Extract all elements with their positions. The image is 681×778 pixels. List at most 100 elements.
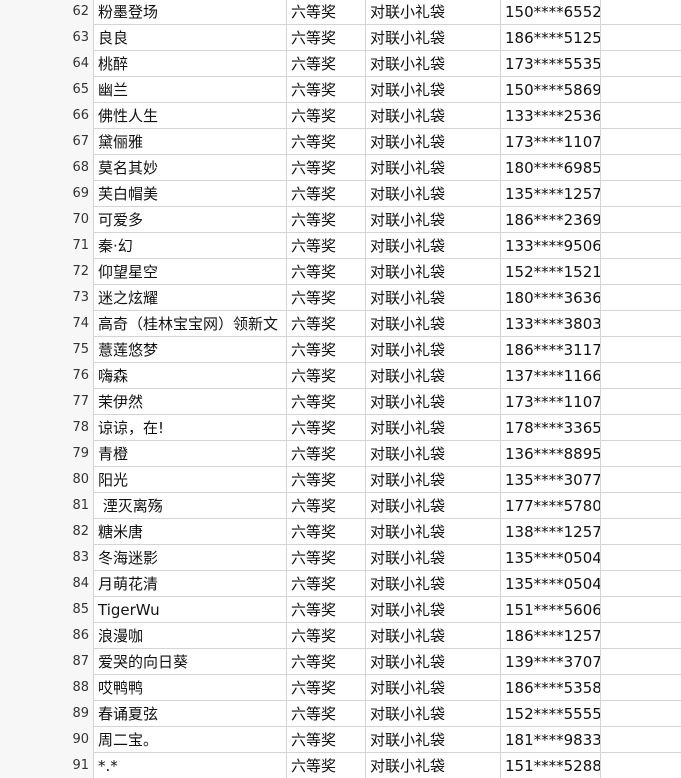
prize-level[interactable]: 六等奖	[287, 285, 366, 311]
winner-name[interactable]: 冬海迷影	[94, 545, 287, 571]
prize-item[interactable]: 对联小礼袋	[366, 675, 501, 701]
prize-level[interactable]: 六等奖	[287, 467, 366, 493]
prize-level[interactable]: 六等奖	[287, 597, 366, 623]
winner-name[interactable]: 高奇（桂林宝宝网）领新文	[94, 311, 287, 337]
empty-cell[interactable]	[601, 311, 681, 337]
winner-name[interactable]: 幽兰	[94, 77, 287, 103]
winner-name[interactable]: 浪漫咖	[94, 623, 287, 649]
empty-cell[interactable]	[601, 0, 681, 25]
prize-level[interactable]: 六等奖	[287, 77, 366, 103]
empty-cell[interactable]	[601, 181, 681, 207]
prize-level[interactable]: 六等奖	[287, 389, 366, 415]
winner-name[interactable]: 周二宝。	[94, 727, 287, 753]
prize-level[interactable]: 六等奖	[287, 649, 366, 675]
prize-item[interactable]: 对联小礼袋	[366, 493, 501, 519]
phone-number[interactable]: 181****9833	[501, 727, 601, 753]
row-number[interactable]: 91	[0, 753, 94, 778]
phone-number[interactable]: 173****1107	[501, 129, 601, 155]
prize-item[interactable]: 对联小礼袋	[366, 519, 501, 545]
phone-number[interactable]: 152****5555	[501, 701, 601, 727]
winner-name[interactable]: 哎鸭鸭	[94, 675, 287, 701]
winner-name[interactable]: 仰望星空	[94, 259, 287, 285]
empty-cell[interactable]	[601, 363, 681, 389]
prize-item[interactable]: 对联小礼袋	[366, 51, 501, 77]
prize-item[interactable]: 对联小礼袋	[366, 259, 501, 285]
winner-name[interactable]: 青橙	[94, 441, 287, 467]
phone-number[interactable]: 136****8895	[501, 441, 601, 467]
row-number[interactable]: 82	[0, 519, 94, 545]
winner-name[interactable]: 爱哭的向日葵	[94, 649, 287, 675]
row-number[interactable]: 72	[0, 259, 94, 285]
row-number[interactable]: 77	[0, 389, 94, 415]
row-number[interactable]: 86	[0, 623, 94, 649]
row-number[interactable]: 83	[0, 545, 94, 571]
row-number[interactable]: 67	[0, 129, 94, 155]
phone-number[interactable]: 133****3803	[501, 311, 601, 337]
empty-cell[interactable]	[601, 623, 681, 649]
winner-name[interactable]: 谅谅，在!	[94, 415, 287, 441]
empty-cell[interactable]	[601, 259, 681, 285]
prize-level[interactable]: 六等奖	[287, 519, 366, 545]
prize-item[interactable]: 对联小礼袋	[366, 727, 501, 753]
winner-name[interactable]: 芙白帽美	[94, 181, 287, 207]
winner-name[interactable]: 月萌花清	[94, 571, 287, 597]
phone-number[interactable]: 151****5288	[501, 753, 601, 778]
empty-cell[interactable]	[601, 337, 681, 363]
prize-level[interactable]: 六等奖	[287, 493, 366, 519]
winner-name[interactable]: 春诵夏弦	[94, 701, 287, 727]
phone-number[interactable]: 186****5125	[501, 25, 601, 51]
winner-name[interactable]: 莫名其妙	[94, 155, 287, 181]
empty-cell[interactable]	[601, 207, 681, 233]
phone-number[interactable]: 150****6552	[501, 0, 601, 25]
winner-name[interactable]: 佛性人生	[94, 103, 287, 129]
phone-number[interactable]: 180****3636	[501, 285, 601, 311]
row-number[interactable]: 75	[0, 337, 94, 363]
prize-level[interactable]: 六等奖	[287, 181, 366, 207]
empty-cell[interactable]	[601, 155, 681, 181]
prize-level[interactable]: 六等奖	[287, 337, 366, 363]
winner-name[interactable]: 糖米唐	[94, 519, 287, 545]
empty-cell[interactable]	[601, 389, 681, 415]
prize-level[interactable]: 六等奖	[287, 441, 366, 467]
prize-level[interactable]: 六等奖	[287, 129, 366, 155]
prize-level[interactable]: 六等奖	[287, 571, 366, 597]
row-number[interactable]: 84	[0, 571, 94, 597]
prize-item[interactable]: 对联小礼袋	[366, 103, 501, 129]
row-number[interactable]: 74	[0, 311, 94, 337]
prize-item[interactable]: 对联小礼袋	[366, 363, 501, 389]
row-number[interactable]: 87	[0, 649, 94, 675]
phone-number[interactable]: 152****1521	[501, 259, 601, 285]
winner-name[interactable]: 秦·幻	[94, 233, 287, 259]
empty-cell[interactable]	[601, 675, 681, 701]
winner-name[interactable]: 茉伊然	[94, 389, 287, 415]
prize-item[interactable]: 对联小礼袋	[366, 77, 501, 103]
prize-item[interactable]: 对联小礼袋	[366, 155, 501, 181]
prize-level[interactable]: 六等奖	[287, 155, 366, 181]
prize-item[interactable]: 对联小礼袋	[366, 753, 501, 778]
phone-number[interactable]: 173****5535	[501, 51, 601, 77]
empty-cell[interactable]	[601, 649, 681, 675]
row-number[interactable]: 68	[0, 155, 94, 181]
prize-item[interactable]: 对联小礼袋	[366, 311, 501, 337]
row-number[interactable]: 78	[0, 415, 94, 441]
empty-cell[interactable]	[601, 103, 681, 129]
prize-level[interactable]: 六等奖	[287, 233, 366, 259]
empty-cell[interactable]	[601, 129, 681, 155]
prize-item[interactable]: 对联小礼袋	[366, 389, 501, 415]
winner-name[interactable]: 湮灭离殇	[94, 493, 287, 519]
prize-item[interactable]: 对联小礼袋	[366, 129, 501, 155]
winner-name[interactable]: 粉墨登场	[94, 0, 287, 25]
empty-cell[interactable]	[601, 701, 681, 727]
row-number[interactable]: 66	[0, 103, 94, 129]
row-number[interactable]: 85	[0, 597, 94, 623]
row-number[interactable]: 64	[0, 51, 94, 77]
prize-item[interactable]: 对联小礼袋	[366, 181, 501, 207]
row-number[interactable]: 80	[0, 467, 94, 493]
phone-number[interactable]: 173****1107	[501, 389, 601, 415]
prize-level[interactable]: 六等奖	[287, 363, 366, 389]
row-number[interactable]: 62	[0, 0, 94, 25]
empty-cell[interactable]	[601, 519, 681, 545]
empty-cell[interactable]	[601, 233, 681, 259]
winner-name[interactable]: *.*	[94, 753, 287, 778]
phone-number[interactable]: 186****2369	[501, 207, 601, 233]
